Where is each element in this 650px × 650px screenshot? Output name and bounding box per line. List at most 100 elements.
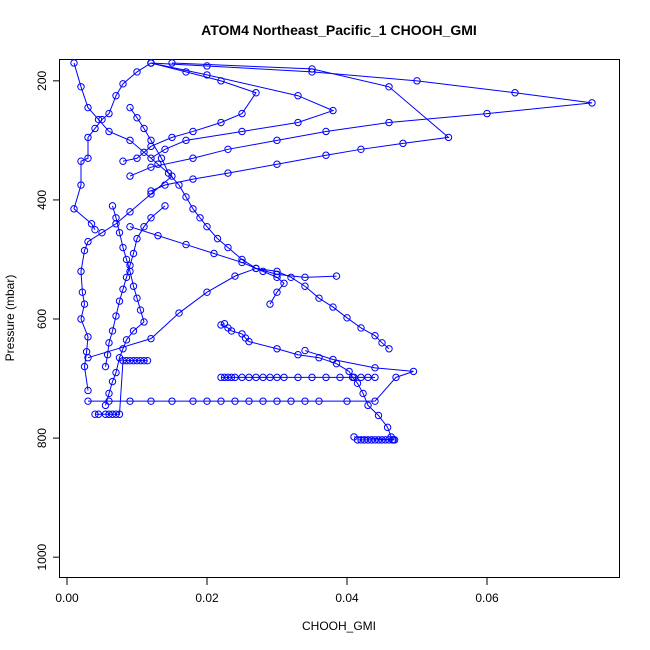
data-point	[360, 436, 369, 444]
data-point	[182, 240, 190, 249]
data-point	[182, 193, 190, 201]
data-point	[161, 181, 169, 189]
data-point	[133, 294, 141, 302]
data-point	[294, 118, 302, 127]
data-point	[115, 297, 124, 305]
data-point	[273, 136, 281, 145]
data-point	[371, 331, 379, 340]
data-point	[80, 300, 89, 308]
data-point	[189, 205, 197, 213]
data-point	[80, 362, 89, 371]
data-point	[140, 318, 148, 326]
data-point	[143, 356, 152, 365]
data-point	[112, 92, 120, 100]
data-point	[238, 127, 246, 136]
data-point	[280, 373, 288, 382]
data-point	[273, 397, 281, 405]
data-point	[94, 410, 103, 418]
data-point	[182, 68, 190, 76]
x-tick-label: 0.04	[335, 591, 359, 605]
data-point	[203, 397, 211, 405]
data-point	[147, 136, 155, 145]
data-point	[154, 160, 162, 168]
data-point	[385, 118, 393, 127]
data-point	[588, 99, 596, 107]
y-tick-label: 400	[35, 190, 49, 210]
data-point	[147, 154, 155, 162]
data-point	[359, 389, 367, 398]
data-point	[154, 231, 162, 240]
data-point	[322, 127, 330, 136]
data-point	[322, 373, 330, 382]
data-point	[217, 397, 225, 405]
data-point	[217, 118, 225, 127]
x-tick-label: 0.02	[195, 591, 219, 605]
data-point	[213, 234, 222, 243]
data-point	[308, 373, 316, 382]
data-point	[371, 436, 379, 444]
data-point	[126, 261, 134, 270]
data-point	[101, 362, 110, 371]
data-point	[84, 237, 92, 246]
data-point	[70, 59, 78, 67]
data-point	[203, 62, 211, 70]
data-point	[345, 367, 353, 376]
data-point	[390, 436, 399, 444]
data-point	[294, 92, 302, 100]
data-point	[329, 106, 337, 115]
data-point	[329, 355, 337, 364]
data-point	[322, 151, 330, 159]
data-point	[133, 68, 141, 76]
data-point	[161, 202, 169, 210]
x-axis: 0.00 0.02 0.04 0.06	[55, 578, 499, 605]
data-point	[399, 139, 407, 148]
data-point	[77, 315, 85, 323]
data-point	[84, 154, 92, 162]
data-point	[381, 436, 390, 444]
data-point	[364, 373, 372, 382]
series-line	[73, 62, 152, 230]
data-point	[245, 397, 253, 405]
data-point	[108, 202, 117, 210]
data-point	[98, 228, 106, 237]
x-tick-label: 0.06	[475, 591, 499, 605]
data-point	[210, 249, 218, 258]
data-point	[315, 354, 323, 362]
data-point	[238, 109, 246, 118]
data-point	[77, 267, 85, 276]
data-point	[301, 346, 309, 355]
data-point	[231, 272, 239, 280]
data-point	[119, 80, 127, 88]
series-line	[73, 62, 173, 391]
data-point	[84, 103, 92, 112]
data-point	[220, 320, 229, 328]
data-point	[91, 410, 99, 418]
data-point	[273, 345, 281, 353]
data-point	[273, 273, 281, 282]
data-point	[115, 354, 124, 362]
data-point	[266, 300, 274, 308]
data-point	[189, 127, 197, 136]
data-point	[108, 327, 117, 335]
data-point	[301, 282, 309, 290]
data-point	[108, 377, 117, 386]
series-line	[129, 226, 285, 305]
data-point	[136, 306, 145, 314]
data-point	[122, 273, 131, 282]
data-point	[353, 379, 362, 387]
data-point	[119, 243, 127, 252]
data-point	[266, 373, 274, 382]
data-point	[136, 356, 145, 365]
data-point	[112, 368, 120, 377]
data-point	[119, 157, 127, 165]
data-point	[371, 364, 379, 372]
data-point	[189, 154, 197, 162]
data-point	[133, 154, 141, 162]
data-point	[388, 436, 397, 444]
data-point	[231, 397, 239, 405]
series-line	[105, 205, 145, 406]
data-point	[301, 273, 309, 282]
data-point	[140, 124, 148, 133]
data-point	[168, 59, 176, 67]
